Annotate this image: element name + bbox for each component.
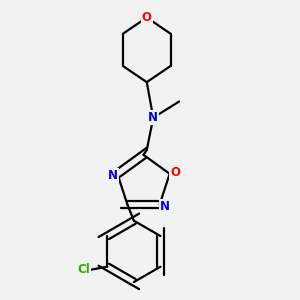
- Text: Cl: Cl: [77, 263, 90, 276]
- Text: O: O: [142, 11, 152, 24]
- Text: N: N: [160, 200, 170, 213]
- Text: N: N: [148, 111, 158, 124]
- Text: O: O: [170, 166, 180, 179]
- Text: N: N: [108, 169, 118, 182]
